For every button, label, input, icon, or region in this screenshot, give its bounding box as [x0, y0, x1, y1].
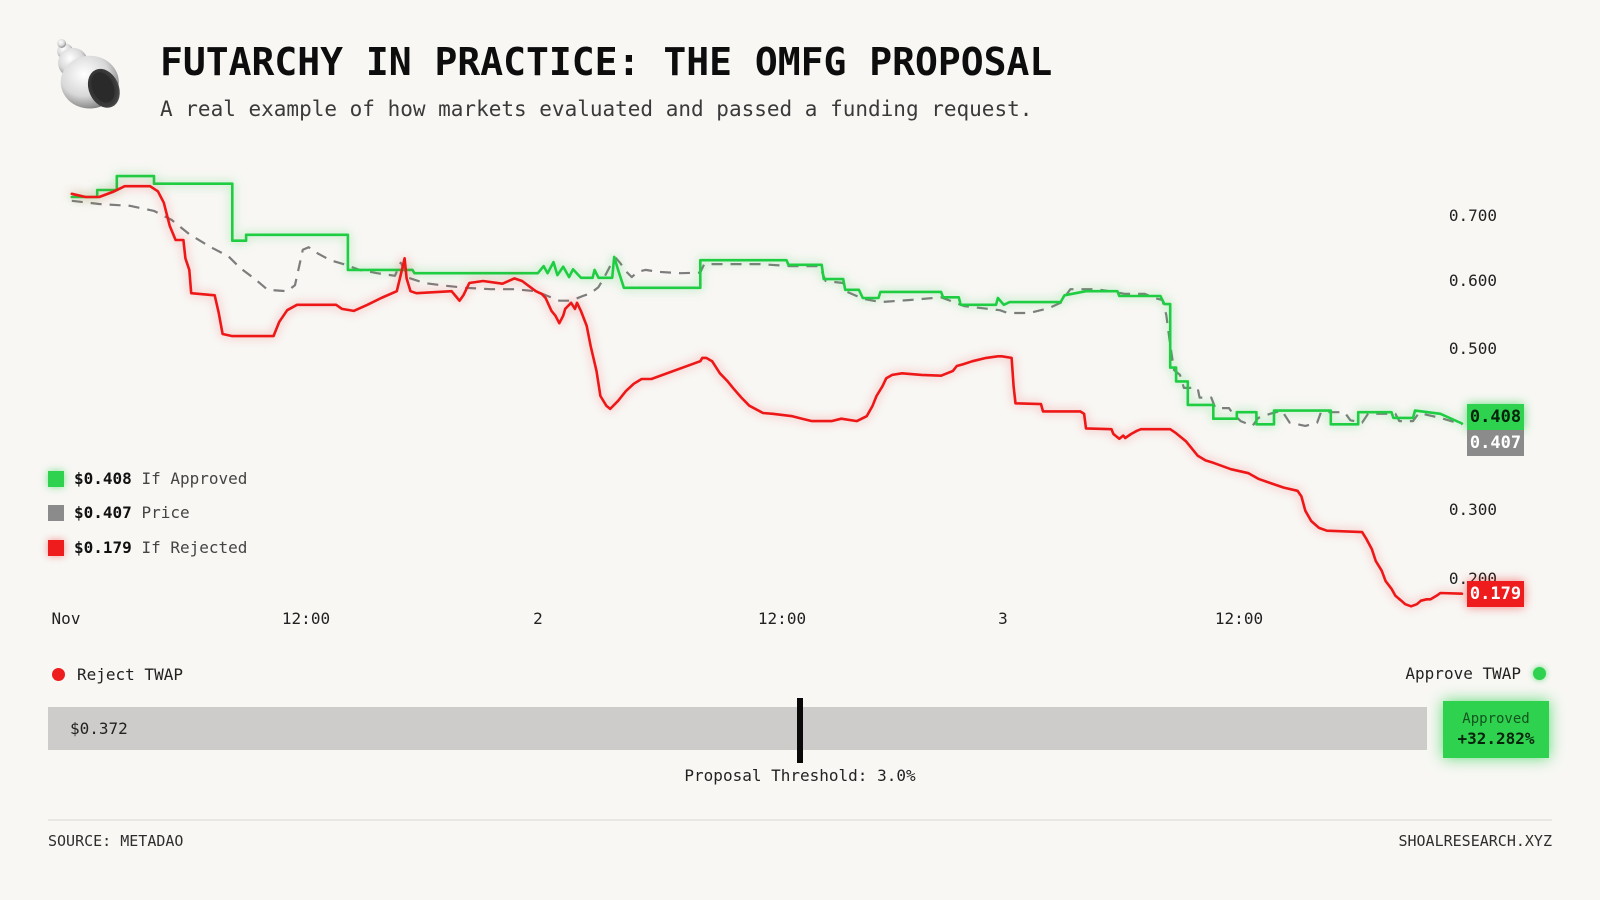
legend-item-approved: $0.408 If Approved	[48, 469, 248, 488]
legend-price: $0.179	[74, 538, 132, 557]
approved-swatch-icon	[48, 470, 64, 487]
legend-price: $0.408	[74, 469, 132, 488]
if-rejected-line	[70, 184, 1464, 608]
result-status: Approved	[1462, 711, 1530, 727]
approve-twap-dot-icon	[1533, 667, 1546, 680]
y-tick: 0.500	[1448, 339, 1497, 358]
footer-source: SOURCE: METADAO	[48, 832, 184, 850]
legend-price: $0.407	[74, 503, 132, 522]
footer-site: SHOALRESEARCH.XYZ	[1398, 832, 1552, 850]
if-approved-line	[70, 174, 1464, 426]
page-title: FUTARCHY IN PRACTICE: THE OMFG PROPOSAL	[160, 40, 1053, 84]
twap-progress-bar	[48, 707, 1427, 750]
y-tick: 0.300	[1448, 500, 1497, 519]
price-swatch-icon	[48, 504, 64, 521]
approved-end-value-badge: 0.408	[1467, 404, 1524, 430]
result-margin: +32.282%	[1457, 729, 1535, 748]
approve-twap-caption: Approve TWAP	[1405, 664, 1546, 683]
price-end-value-badge: 0.407	[1467, 430, 1524, 456]
legend-label: If Rejected	[141, 538, 248, 557]
reject-twap-caption: Reject TWAP	[52, 665, 183, 684]
y-tick: 0.700	[1448, 206, 1497, 225]
reject-twap-dot-icon	[52, 668, 65, 681]
x-tick: Nov	[51, 609, 81, 628]
x-tick: 12:00	[757, 609, 807, 628]
x-tick: 12:00	[281, 609, 331, 628]
twap-current-value: $0.372	[70, 719, 128, 738]
threshold-label: Proposal Threshold: 3.0%	[684, 766, 916, 785]
snail-shell-logo	[57, 39, 120, 109]
footer-divider	[48, 819, 1552, 821]
page-subtitle: A real example of how markets evaluated …	[160, 97, 1033, 121]
legend-label: Price	[141, 503, 190, 522]
x-tick: 3	[998, 609, 1008, 628]
rejected-end-value-badge: 0.179	[1467, 581, 1524, 607]
legend-item-rejected: $0.179 If Rejected	[48, 538, 248, 557]
threshold-marker	[797, 698, 803, 763]
rejected-swatch-icon	[48, 539, 64, 556]
y-tick: 0.600	[1448, 271, 1497, 290]
legend-label: If Approved	[141, 469, 248, 488]
legend-item-price: $0.407 Price	[48, 503, 190, 522]
approve-twap-label: Approve TWAP	[1405, 664, 1521, 683]
approved-result-badge: Approved +32.282%	[1443, 701, 1549, 758]
x-tick: 2	[533, 609, 543, 628]
reject-twap-label: Reject TWAP	[77, 665, 183, 684]
x-tick: 12:00	[1214, 609, 1264, 628]
